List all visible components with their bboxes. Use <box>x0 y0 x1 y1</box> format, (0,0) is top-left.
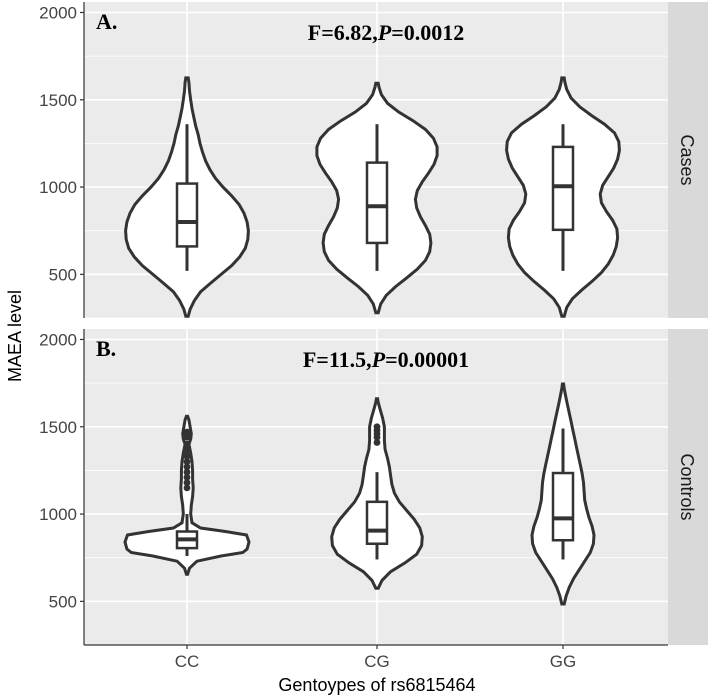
outlier-point <box>183 479 191 487</box>
x-tick-label: CG <box>364 652 390 671</box>
boxplot-box-gg <box>551 471 575 542</box>
outlier-point <box>183 458 191 466</box>
y-tick-label: 1000 <box>39 178 77 197</box>
outlier-point <box>183 440 191 448</box>
panel-controls: 500 1000 1500 2000 Controls B. F=11.5,P=0.0000… <box>39 329 708 646</box>
outlier-point <box>373 439 381 446</box>
y-axis-title: MAEA level <box>5 290 25 382</box>
facet-strip <box>668 329 708 645</box>
p-value: =0.0012 <box>391 20 464 45</box>
y-tick-label: 500 <box>49 592 77 611</box>
outlier-point <box>183 484 191 492</box>
facet-strip-label: Cases <box>677 134 697 185</box>
outlier-point <box>183 463 191 471</box>
x-axis-title: Gentoypes of rs6815464 <box>278 675 475 695</box>
p-letter: P <box>377 20 392 45</box>
y-tick-label: 2000 <box>39 3 77 22</box>
f-statistic: F=11.5, <box>303 347 372 372</box>
boxplot-box-cg <box>365 161 389 245</box>
outlier-point <box>373 423 381 431</box>
facet-strip-label: Controls <box>677 453 697 520</box>
outlier-point <box>183 473 191 481</box>
outlier-point <box>183 449 191 457</box>
y-tick-label: 1500 <box>39 91 77 110</box>
y-tick-label: 2000 <box>39 330 77 349</box>
outlier-point <box>183 468 191 476</box>
outlier-point <box>183 428 191 436</box>
violin-cc <box>123 414 251 576</box>
f-statistic: F=6.82, <box>308 20 378 45</box>
p-letter: P <box>371 347 386 372</box>
facet-strip <box>668 2 708 318</box>
boxplot-box-gg <box>551 145 575 232</box>
panel-tag: B. <box>96 336 116 361</box>
boxplot-box-cg <box>365 500 389 545</box>
x-tick-label: CC <box>175 652 200 671</box>
p-value: =0.00001 <box>385 347 469 372</box>
x-tick-label: GG <box>550 652 576 671</box>
boxplot-box-cc <box>175 182 199 248</box>
panel-cases: 500 1000 1500 2000 Cases A. F=6.82,P=0.0012 <box>39 2 708 319</box>
y-tick-label: 500 <box>49 265 77 284</box>
stat-annotation: F=6.82,P=0.0012 <box>308 20 464 45</box>
y-tick-label: 1000 <box>39 505 77 524</box>
y-tick-label: 1500 <box>39 418 77 437</box>
stat-annotation: F=11.5,P=0.00001 <box>303 347 469 372</box>
panel-tag: A. <box>96 9 117 34</box>
